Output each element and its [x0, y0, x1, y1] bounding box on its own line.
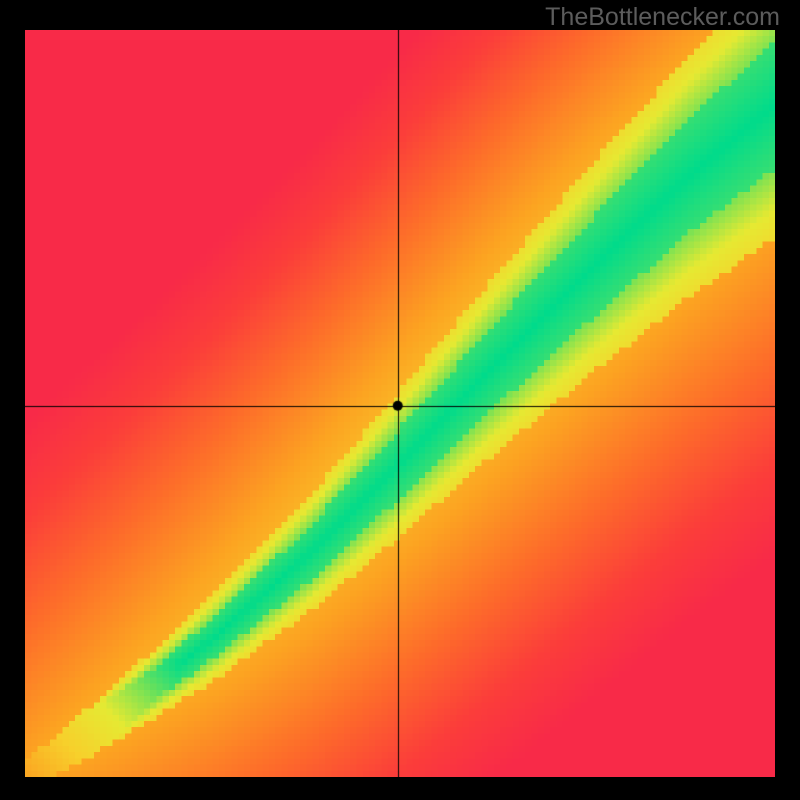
crosshair-overlay [25, 30, 775, 777]
watermark-text: TheBottlenecker.com [545, 3, 780, 32]
chart-container: TheBottlenecker.com [0, 0, 800, 800]
